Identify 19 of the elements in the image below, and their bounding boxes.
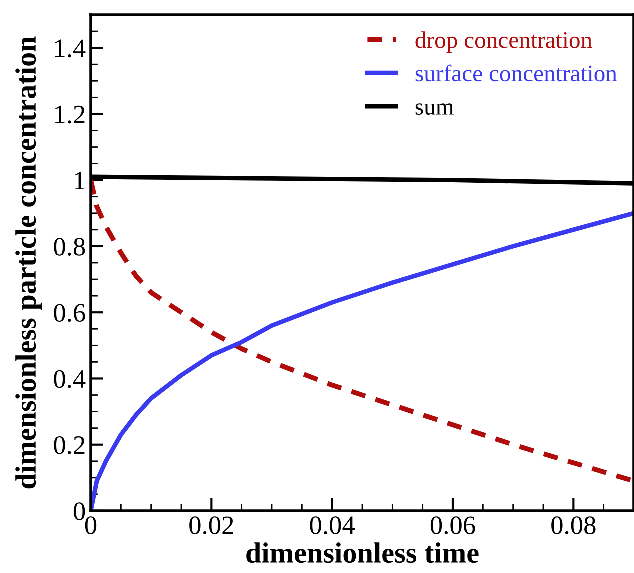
x-axis-title: dimensionless time — [246, 542, 479, 564]
x-tick-label: 0.04 — [310, 516, 356, 535]
y-tick-label: 0.4 — [54, 370, 86, 388]
x-tick-label: 0.02 — [190, 516, 234, 535]
y-tick-label: 0.8 — [54, 238, 86, 256]
y-tick-label: 0.2 — [54, 436, 85, 454]
y-axis-title: dimensionless particle concentration — [16, 36, 42, 489]
line-series — [91, 178, 634, 484]
legend-label: surface concentration — [416, 64, 618, 82]
y-tick-label: 1 — [75, 172, 85, 190]
x-tick-label: 0.06 — [430, 516, 476, 535]
y-tick-label: 0.6 — [54, 304, 86, 322]
y-tick-label: 0 — [74, 502, 86, 520]
y-tick-label: 1.4 — [55, 40, 86, 58]
x-tick-label: 0 — [85, 516, 97, 534]
legend-label: drop concentration — [416, 32, 592, 54]
x-tick-label: 0.08 — [552, 516, 596, 535]
y-tick-label: 1.2 — [55, 106, 85, 124]
legend-label: sum — [416, 104, 454, 116]
